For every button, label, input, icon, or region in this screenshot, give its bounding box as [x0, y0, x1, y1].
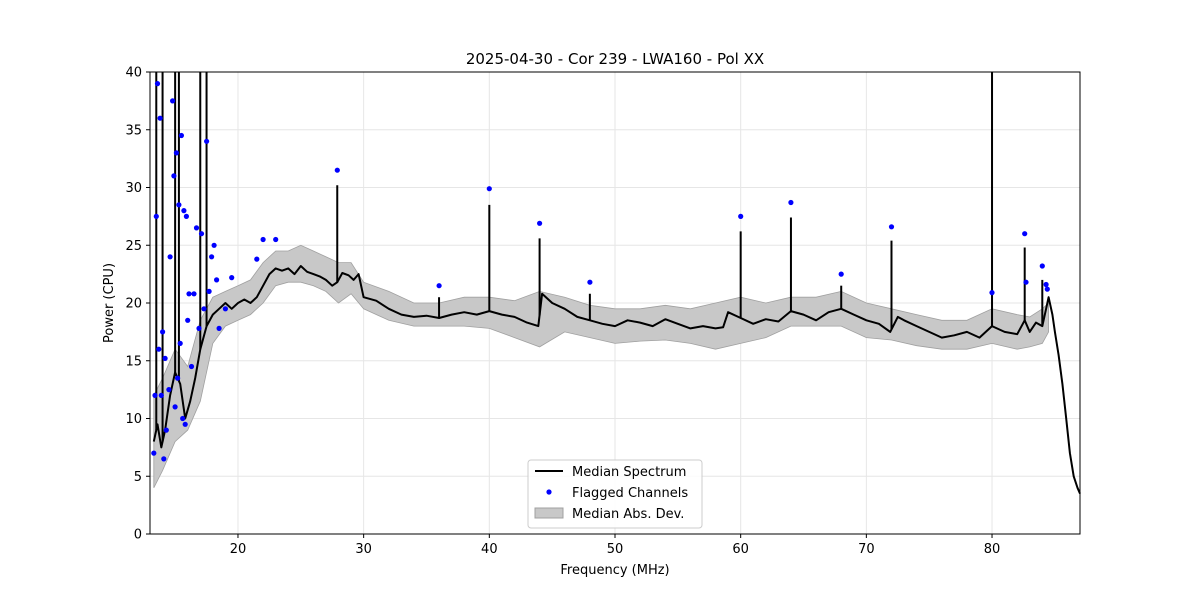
flagged-channel-point — [182, 421, 188, 427]
x-tick-label: 70 — [858, 542, 875, 557]
flagged-channel-point — [171, 173, 177, 179]
flagged-channel-point — [181, 208, 187, 214]
flagged-channel-point — [175, 375, 181, 381]
flagged-channel-point — [214, 277, 220, 283]
flagged-channel-point — [738, 213, 744, 219]
flagged-channel-point — [260, 236, 266, 243]
y-tick-label: 40 — [125, 66, 142, 81]
y-axis-ticks: 0 5 10 15 20 25 30 35 40 — [125, 66, 150, 543]
flagged-channel-point — [193, 225, 200, 231]
flagged-channel-point — [152, 392, 158, 398]
flagged-channel-point — [166, 387, 172, 393]
flagged-channel-point — [188, 363, 195, 370]
flagged-channel-point — [196, 325, 202, 331]
flagged-channel-point — [486, 186, 492, 192]
x-tick-label: 40 — [481, 542, 498, 557]
legend-flagged-label: Flagged Channels — [572, 486, 688, 501]
flagged-channel-point — [186, 291, 192, 297]
median-spectrum-line — [152, 265, 1081, 494]
flagged-points-layer — [151, 81, 1050, 462]
flagged-channel-point — [163, 427, 169, 433]
flagged-channel-point — [153, 213, 159, 219]
flagged-channel-point — [172, 404, 178, 410]
flagged-channel-point — [334, 167, 340, 173]
flagged-channel-point — [201, 306, 207, 312]
flagged-channel-point — [229, 275, 235, 281]
legend-mad-label: Median Abs. Dev. — [572, 507, 684, 522]
flagged-channel-point — [170, 98, 176, 104]
flagged-channel-point — [167, 254, 173, 260]
y-tick-label: 35 — [125, 123, 142, 138]
flagged-channel-point — [1023, 279, 1029, 285]
y-tick-label: 30 — [125, 181, 142, 196]
y-tick-label: 15 — [125, 354, 142, 369]
y-tick-label: 5 — [134, 470, 142, 485]
chart-title: 2025-04-30 - Cor 239 - LWA160 - Pol XX — [466, 50, 764, 68]
legend-point-swatch — [546, 489, 552, 495]
flagged-channel-point — [154, 81, 161, 87]
y-tick-label: 25 — [125, 239, 142, 254]
flagged-channel-point — [587, 279, 593, 285]
y-tick-label: 10 — [125, 412, 142, 427]
x-tick-label: 30 — [355, 542, 372, 557]
flagged-channel-point — [209, 254, 215, 260]
flagged-channel-point — [183, 213, 189, 219]
flagged-channel-point — [198, 231, 205, 237]
y-tick-label: 20 — [125, 297, 142, 312]
flagged-channel-point — [178, 132, 184, 139]
legend-band-swatch — [534, 507, 564, 519]
flagged-channel-point — [1043, 281, 1049, 288]
flagged-channel-point — [1044, 286, 1050, 292]
x-tick-label: 80 — [984, 542, 1001, 557]
mad-band-layer — [153, 244, 1049, 488]
flagged-channel-point — [537, 220, 543, 226]
flagged-channel-point — [436, 283, 442, 289]
x-tick-label: 20 — [230, 542, 247, 557]
flagged-channel-point — [162, 355, 168, 361]
flagged-channel-point — [151, 450, 157, 456]
flagged-channel-point — [206, 288, 212, 294]
x-tick-label: 50 — [607, 542, 624, 557]
x-axis-ticks: 20 30 40 50 60 70 80 — [230, 534, 1001, 557]
flagged-channel-point — [157, 115, 163, 121]
flagged-channel-point — [211, 242, 217, 248]
legend: Median Spectrum Flagged Channels Median … — [527, 459, 703, 529]
flagged-channel-point — [156, 346, 162, 352]
flagged-channel-point — [222, 306, 228, 312]
flagged-channel-point — [788, 199, 794, 206]
flagged-channel-point — [1022, 231, 1028, 237]
flagged-channel-point — [180, 415, 186, 422]
flagged-channel-point — [160, 329, 166, 335]
flagged-channel-point — [838, 271, 844, 277]
flagged-channel-point — [161, 456, 167, 462]
mad-band — [153, 244, 1049, 488]
flagged-channel-point — [177, 340, 183, 346]
legend-box — [527, 459, 703, 529]
legend-median-label: Median Spectrum — [572, 465, 686, 480]
flagged-channel-point — [254, 256, 260, 262]
flagged-channel-point — [158, 392, 164, 398]
flagged-channel-point — [173, 150, 179, 156]
y-axis-label: Power (CPU) — [102, 263, 117, 343]
flagged-channel-point — [1039, 263, 1045, 269]
x-tick-label: 60 — [732, 542, 749, 557]
y-tick-label: 0 — [134, 528, 142, 543]
flagged-channel-point — [216, 325, 222, 331]
flagged-channel-point — [989, 290, 995, 296]
x-axis-label: Frequency (MHz) — [560, 563, 669, 578]
flagged-channel-point — [204, 138, 210, 144]
median-line-layer — [152, 72, 1081, 494]
flagged-channel-point — [191, 291, 197, 297]
flagged-channel-point — [185, 317, 191, 323]
flagged-channel-point — [888, 224, 895, 230]
flagged-channel-point — [273, 236, 279, 243]
flagged-channel-point — [176, 202, 182, 208]
